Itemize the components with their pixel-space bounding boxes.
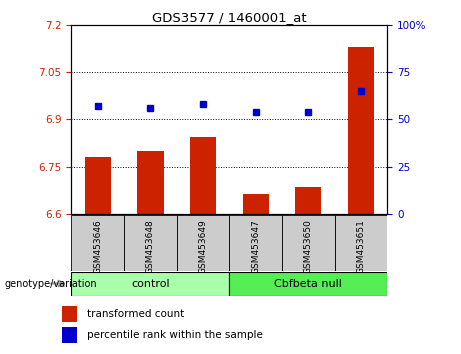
Bar [71,272,230,296]
Text: GSM453646: GSM453646 [93,219,102,274]
Bar [335,215,387,271]
Bar [71,215,124,271]
Bar [190,137,216,214]
Bar [62,306,77,321]
Text: GSM453647: GSM453647 [251,219,260,274]
Text: percentile rank within the sample: percentile rank within the sample [87,330,262,341]
Text: GSM453651: GSM453651 [356,219,366,274]
Text: GSM453649: GSM453649 [199,219,207,274]
Bar [177,215,229,271]
Bar [85,157,111,214]
Bar [295,187,321,214]
Text: Cbfbeta null: Cbfbeta null [274,279,342,289]
Bar [282,215,335,271]
Text: GSM453648: GSM453648 [146,219,155,274]
Bar [348,47,374,214]
Bar [137,151,164,214]
Text: GSM453650: GSM453650 [304,219,313,274]
Bar [62,327,77,343]
Title: GDS3577 / 1460001_at: GDS3577 / 1460001_at [152,11,307,24]
Bar [229,272,387,296]
Bar [124,215,177,271]
Bar [242,194,269,214]
Bar [229,215,282,271]
Text: genotype/variation: genotype/variation [5,279,97,289]
Text: transformed count: transformed count [87,309,184,319]
Text: control: control [131,279,170,289]
